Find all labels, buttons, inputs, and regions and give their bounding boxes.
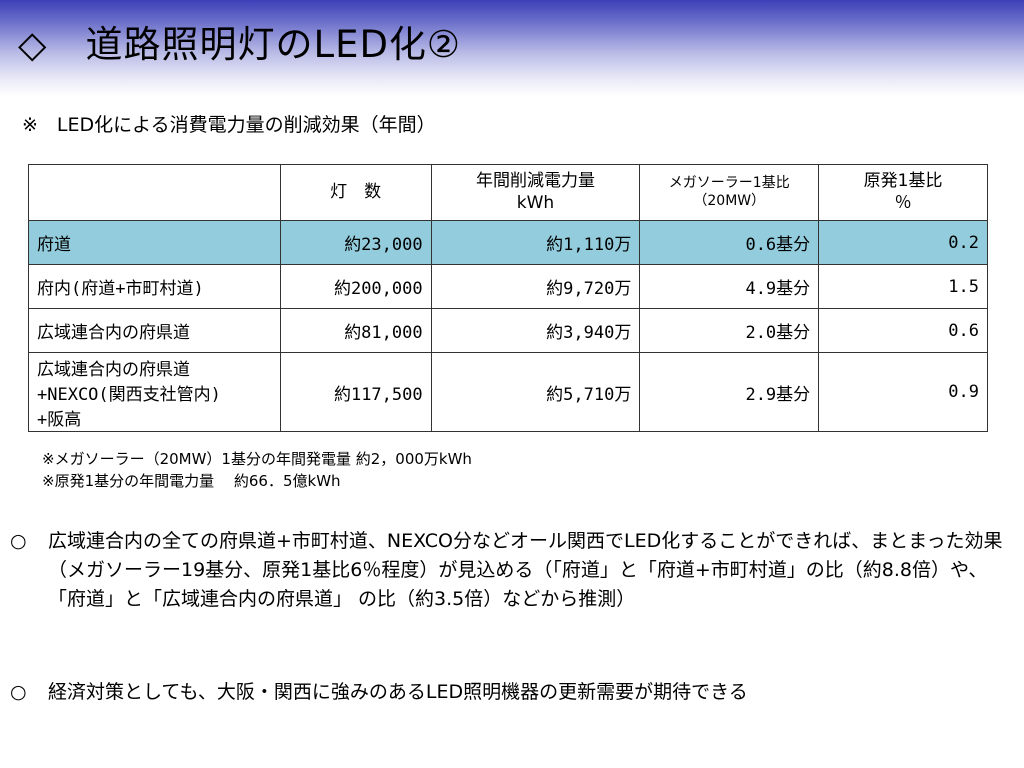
row-megasolar: 0.6基分	[639, 220, 820, 265]
bullet-text: 経済対策としても、大阪・関西に強みのあるLED照明機器の更新需要が期待できる	[48, 681, 748, 703]
header-nuclear-line2: ％	[894, 192, 912, 213]
row-name-line2: +NEXCO(関西支社管内)	[37, 384, 221, 405]
bullet-text: 広域連合内の全ての府県道+市町村道、NEXCO分などオール関西でLED化すること…	[48, 530, 1003, 610]
title-banner	[0, 0, 1024, 96]
row-kwh: 約5,710万	[430, 352, 641, 432]
row-nuclear: 0.2	[818, 220, 988, 265]
circle-bullet-icon: ○	[10, 530, 27, 552]
header-kwh-line2: kWh	[516, 192, 555, 213]
row-kwh: 約1,110万	[430, 220, 641, 265]
header-cell-nuclear: 原発1基比 ％	[818, 164, 988, 221]
row-nuclear: 0.6	[818, 308, 988, 353]
header-cell-megasolar: メガソーラー1基比 （20MW）	[639, 164, 820, 221]
page-title: ◇ 道路照明灯のLED化②	[18, 23, 462, 66]
footnotes: ※メガソーラー（20MW）1基分の年間発電量 約2，000万kWh ※原発1基分…	[42, 448, 472, 492]
row-megasolar: 4.9基分	[639, 264, 820, 309]
row-kwh: 約9,720万	[430, 264, 641, 309]
row-count: 約200,000	[279, 264, 432, 309]
table-row: 府道 約23,000 約1,110万 0.6基分 0.2	[28, 220, 988, 265]
row-name: 広域連合内の府県道	[28, 308, 281, 353]
header-cell-blank	[28, 164, 281, 221]
table-row: 広域連合内の府県道 +NEXCO(関西支社管内) +阪高 約117,500 約5…	[28, 352, 988, 432]
circle-bullet-icon: ○	[10, 681, 27, 703]
header-kwh-line1: 年間削減電力量	[475, 171, 595, 192]
reduction-table: 灯 数 年間削減電力量 kWh メガソーラー1基比 （20MW） 原発1基比 ％…	[28, 164, 988, 432]
header-nuclear-line1: 原発1基比	[863, 171, 943, 192]
header-megasolar-line2: （20MW）	[693, 192, 766, 209]
row-name: 府内(府道+市町村道)	[28, 264, 281, 309]
row-kwh: 約3,940万	[430, 308, 641, 353]
row-name: 広域連合内の府県道 +NEXCO(関西支社管内) +阪高	[28, 352, 281, 432]
row-name: 府道	[28, 220, 281, 265]
row-megasolar: 2.9基分	[639, 352, 820, 432]
footnote-nuclear: ※原発1基分の年間電力量 約66．5億kWh	[42, 472, 341, 490]
section-subtitle: ※ LED化による消費電力量の削減効果（年間）	[22, 114, 436, 136]
row-count: 約81,000	[279, 308, 432, 353]
header-cell-count: 灯 数	[279, 164, 432, 221]
row-name-line3: +阪高	[37, 409, 82, 430]
footnote-megasolar: ※メガソーラー（20MW）1基分の年間発電量 約2，000万kWh	[42, 450, 472, 468]
row-count: 約117,500	[279, 352, 432, 432]
row-name-line1: 広域連合内の府県道	[37, 359, 190, 380]
header-cell-kwh: 年間削減電力量 kWh	[430, 164, 641, 221]
row-count: 約23,000	[279, 220, 432, 265]
table-header-row: 灯 数 年間削減電力量 kWh メガソーラー1基比 （20MW） 原発1基比 ％	[28, 164, 988, 221]
header-megasolar-line1: メガソーラー1基比	[668, 175, 790, 191]
row-nuclear: 1.5	[818, 264, 988, 309]
table-row: 府内(府道+市町村道) 約200,000 約9,720万 4.9基分 1.5	[28, 264, 988, 309]
row-nuclear: 0.9	[818, 352, 988, 432]
table-row: 広域連合内の府県道 約81,000 約3,940万 2.0基分 0.6	[28, 308, 988, 353]
row-megasolar: 2.0基分	[639, 308, 820, 353]
